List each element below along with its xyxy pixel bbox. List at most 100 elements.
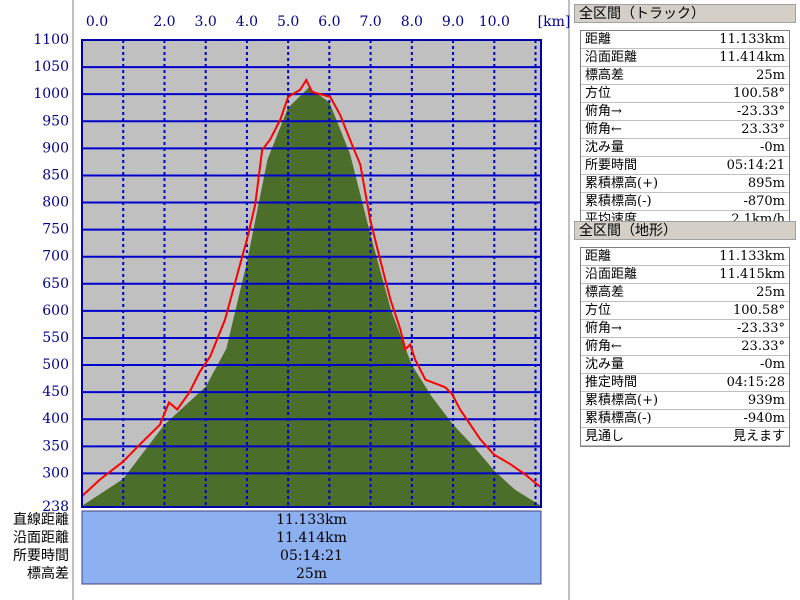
row-label: 沿面距離 xyxy=(585,267,638,282)
y-tick-label: 950 xyxy=(42,113,69,129)
track-line xyxy=(81,78,542,497)
x-axis-unit: [km] xyxy=(538,14,570,30)
panel-row: 俯角← 23.33° xyxy=(581,338,789,356)
y-tick-label: 1100 xyxy=(33,32,69,48)
panel-row: 方位 100.58° xyxy=(581,85,789,103)
panel-row: 沈み量 -0m xyxy=(581,356,789,374)
y-tick-label: 300 xyxy=(42,465,69,481)
row-value: 見えます xyxy=(732,429,785,444)
summary-label: 直線距離 xyxy=(13,511,69,528)
row-label: 標高差 xyxy=(585,285,625,300)
x-tick-label: 2.0 xyxy=(153,14,175,30)
panel-row: 累積標高(+) 895m xyxy=(581,175,789,193)
y-tick-label: 800 xyxy=(42,195,69,211)
row-label: 標高差 xyxy=(585,68,625,83)
y-tick-label: 238 xyxy=(42,499,69,515)
row-value: 04:15:28 xyxy=(726,375,785,390)
y-tick-label: 600 xyxy=(42,303,69,319)
row-label: 累積標高(+) xyxy=(585,393,659,408)
panel-row: 俯角→ -23.33° xyxy=(581,103,789,121)
chart: [km] 238 300 350 400 450 500 550 600 650 700 750 80… xyxy=(0,0,570,600)
summary-label: 標高差 xyxy=(27,565,69,582)
panel-row: 標高差 25m xyxy=(581,67,789,85)
x-tick-label: 3.0 xyxy=(195,14,217,30)
plot-frame xyxy=(81,39,542,508)
panel-row: 距離 11.133km xyxy=(581,248,789,266)
y-tick-label: 700 xyxy=(42,249,69,265)
x-tick-label: 9.0 xyxy=(442,14,464,30)
panel-row: 推定時間 04:15:28 xyxy=(581,374,789,392)
row-value: 25m xyxy=(756,285,785,300)
axis-column xyxy=(0,0,73,600)
x-tick-label: 6.0 xyxy=(318,14,340,30)
panel-row: 沿面距離 11.414km xyxy=(581,49,789,67)
row-value: 23.33° xyxy=(741,339,785,354)
panel-row: 距離 11.133km xyxy=(581,31,789,49)
x-tick-label: 8.0 xyxy=(401,14,423,30)
row-value: 100.58° xyxy=(733,303,785,318)
panel-row: 累積標高(-) -870m xyxy=(581,193,789,211)
y-tick-label: 750 xyxy=(42,222,69,238)
row-label: 累積標高(-) xyxy=(585,194,652,209)
row-label: 見通し xyxy=(585,429,625,444)
y-tick-label: 900 xyxy=(42,140,69,156)
row-value: 11.133km xyxy=(719,32,785,47)
row-label: 方位 xyxy=(585,86,612,101)
panel-table: 距離 11.133km 沿面距離 11.414km 標高差 25m 方位 100.58° 俯角→… xyxy=(580,30,790,230)
x-tick-label: 7.0 xyxy=(359,14,381,30)
y-tick-label: 350 xyxy=(42,438,69,454)
summary-box xyxy=(81,510,542,585)
panel-row: 見通し 見えます xyxy=(581,428,789,446)
row-value: 895m xyxy=(747,176,785,191)
panel-row: 沿面距離 11.415km xyxy=(581,266,789,284)
row-label: 俯角→ xyxy=(585,104,622,119)
terrain-area xyxy=(82,87,541,507)
y-tick-label: 850 xyxy=(42,167,69,183)
panel-title: 全区間（地形） xyxy=(574,221,796,240)
x-tick-label: 4.0 xyxy=(236,14,258,30)
y-tick-label: 450 xyxy=(42,384,69,400)
summary-value: 11.414km xyxy=(276,530,347,546)
summary-label: 沿面距離 xyxy=(13,529,69,546)
row-label: 俯角← xyxy=(585,339,622,354)
row-label: 累積標高(+) xyxy=(585,176,659,191)
row-value: -23.33° xyxy=(736,321,785,336)
y-tick-label: 650 xyxy=(42,276,69,292)
y-tick-label: 1000 xyxy=(33,86,69,102)
row-value: 23.33° xyxy=(741,122,785,137)
summary-label: 所要時間 xyxy=(13,548,69,564)
row-label: 累積標高(-) xyxy=(585,411,652,426)
row-label: 沈み量 xyxy=(585,357,625,372)
panel-row: 俯角→ -23.33° xyxy=(581,320,789,338)
row-label: 距離 xyxy=(585,32,612,47)
y-tick-label: 400 xyxy=(42,411,69,427)
panel-row: 累積標高(+) 939m xyxy=(581,392,789,410)
row-label: 沿面距離 xyxy=(585,50,638,65)
y-tick-label: 1050 xyxy=(33,59,69,75)
row-value: 11.133km xyxy=(719,249,785,264)
panel-table: 距離 11.133km 沿面距離 11.415km 標高差 25m 方位 100.58° 俯角→… xyxy=(580,247,790,447)
x-tick-label: 5.0 xyxy=(277,14,299,30)
panel-row: 標高差 25m xyxy=(581,284,789,302)
row-value: 100.58° xyxy=(733,86,785,101)
x-tick-label: 0.0 xyxy=(86,14,108,30)
panel-row: 所要時間 05:14:21 xyxy=(581,157,789,175)
panel-row: 沈み量 -0m xyxy=(581,139,789,157)
row-value: -870m xyxy=(743,194,785,209)
row-label: 所要時間 xyxy=(585,158,638,173)
row-label: 俯角← xyxy=(585,122,622,137)
row-label: 俯角→ xyxy=(585,321,622,336)
panel-row: 俯角← 23.33° xyxy=(581,121,789,139)
row-label: 距離 xyxy=(585,249,612,264)
panel-row: 方位 100.58° xyxy=(581,302,789,320)
y-tick-label: 550 xyxy=(42,330,69,346)
summary-value: 11.133km xyxy=(276,512,347,528)
row-value: -0m xyxy=(760,357,785,372)
panel-row: 累積標高(-) -940m xyxy=(581,410,789,428)
row-value: 25m xyxy=(756,68,785,83)
x-tick-label: 10.0 xyxy=(479,14,510,30)
row-value: 05:14:21 xyxy=(726,158,785,173)
row-value: -0m xyxy=(760,140,785,155)
y-tick-label: 500 xyxy=(42,357,69,373)
